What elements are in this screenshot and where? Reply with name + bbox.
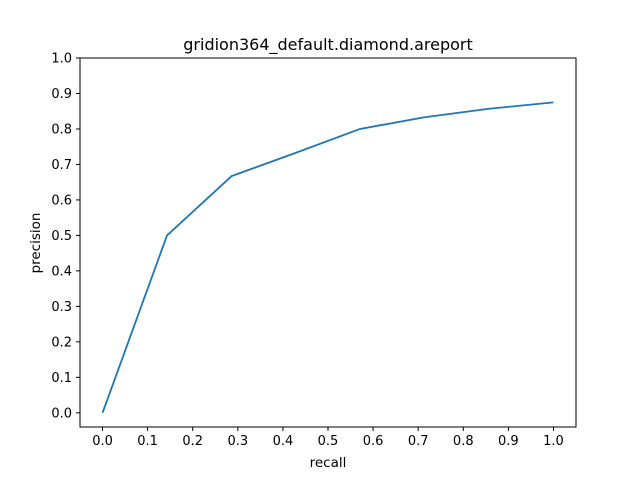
y-axis-ticks: 0.0 0.1 0.2 0.3 0.4 0.5 0.6 0.7 0.8 0.9 1.0	[51, 52, 80, 421]
plot-background	[80, 58, 576, 427]
x-tick-label: 0.6	[363, 434, 384, 449]
y-tick-label: 0.7	[51, 158, 72, 173]
y-tick-label: 0.4	[51, 264, 72, 279]
chart-title: gridion364_default.diamond.areport	[183, 35, 472, 55]
y-tick-label: 0.3	[51, 300, 72, 315]
y-tick-label: 1.0	[51, 52, 72, 67]
x-tick-label: 0.3	[227, 434, 248, 449]
y-tick-label: 0.5	[51, 229, 72, 244]
y-axis-label: precision	[28, 213, 44, 274]
y-tick-label: 0.1	[51, 371, 72, 386]
x-tick-label: 0.0	[92, 434, 113, 449]
y-tick-label: 0.0	[51, 406, 72, 421]
y-tick-label: 0.9	[51, 87, 72, 102]
series-line	[101, 101, 554, 414]
y-tick-label: 0.2	[51, 335, 72, 350]
x-tick-label: 0.1	[137, 434, 158, 449]
x-axis-ticks: 0.0 0.1 0.2 0.3 0.4 0.5 0.6 0.7 0.8 0.9 1.0	[92, 427, 564, 449]
x-axis-label: recall	[310, 455, 347, 471]
y-tick-label: 0.6	[51, 193, 72, 208]
x-tick-label: 0.7	[408, 434, 429, 449]
x-tick-label: 0.8	[453, 434, 474, 449]
y-tick-label: 0.8	[51, 122, 72, 137]
x-tick-label: 0.9	[498, 434, 519, 449]
x-tick-label: 0.5	[318, 434, 339, 449]
plot-frame	[79, 57, 577, 428]
x-tick-label: 0.2	[182, 434, 203, 449]
x-tick-label: 1.0	[543, 434, 564, 449]
x-tick-label: 0.4	[273, 434, 294, 449]
